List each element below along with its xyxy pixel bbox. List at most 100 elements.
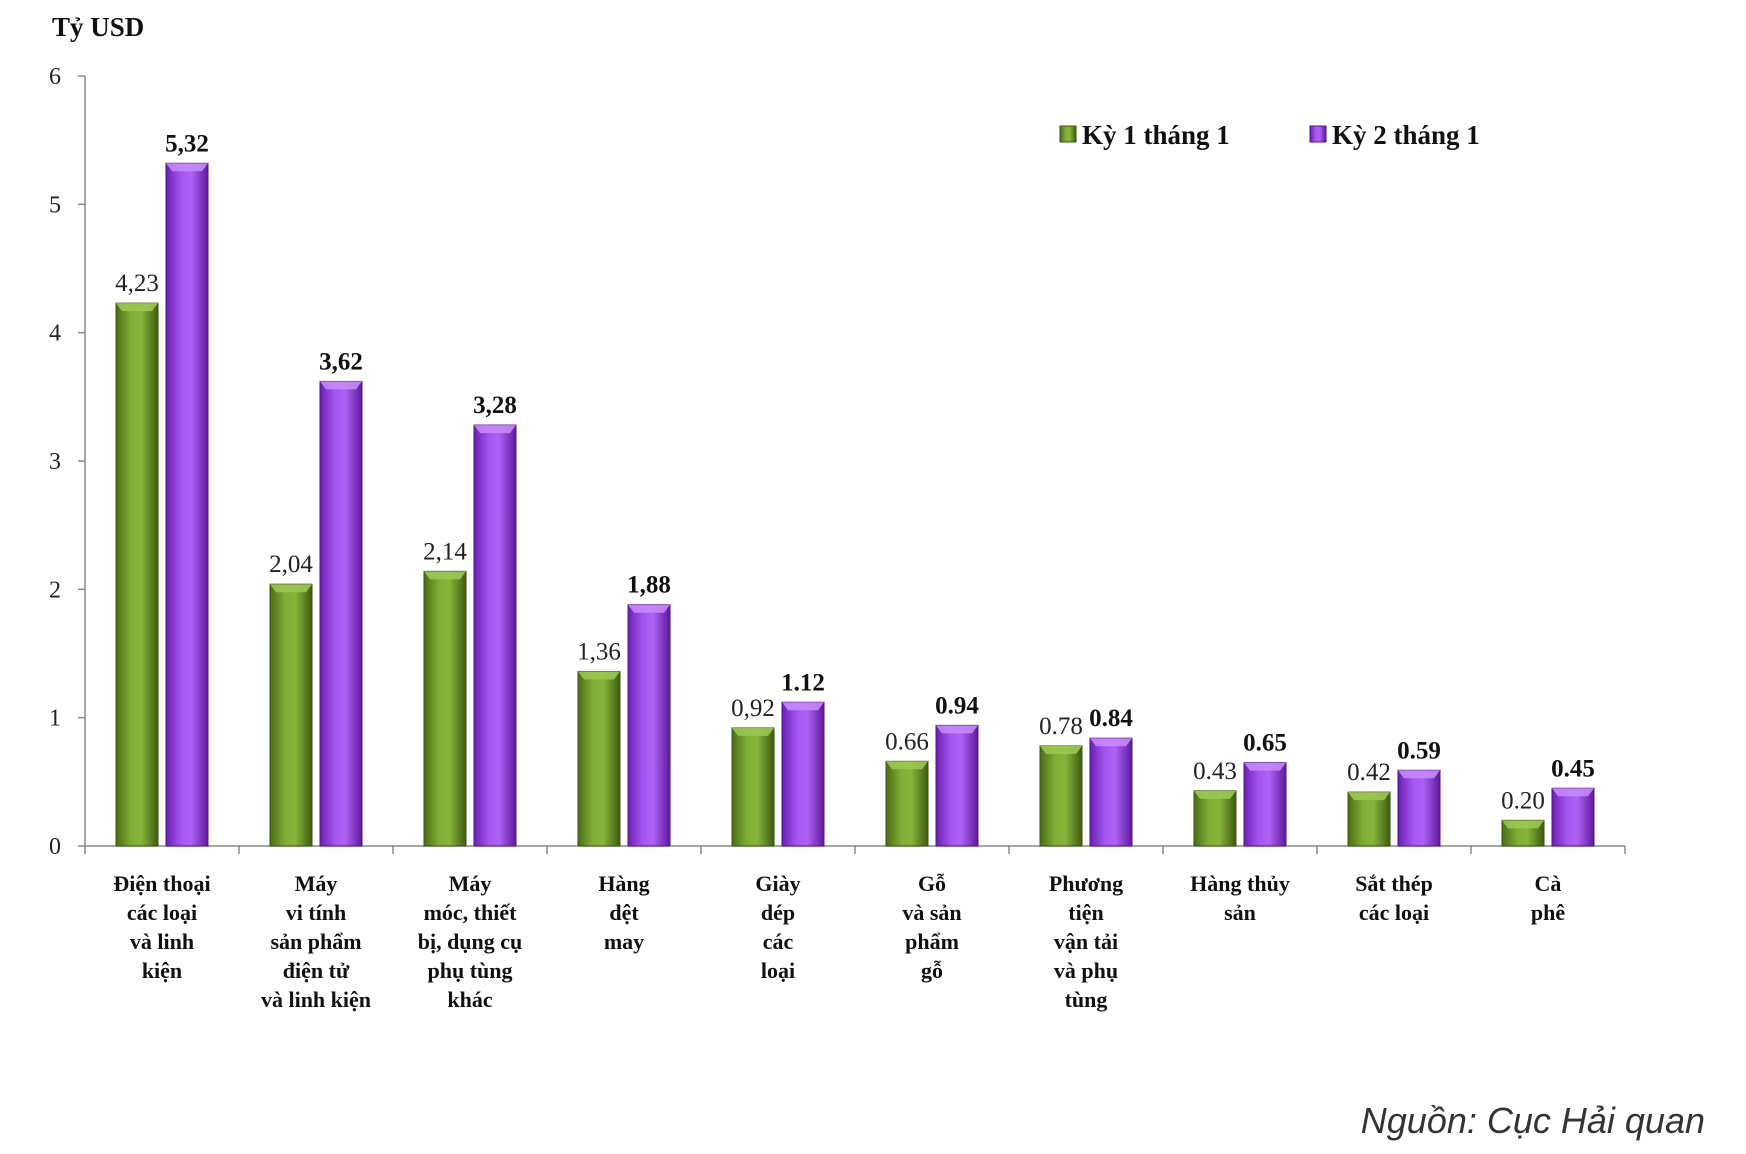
data-label: 2,14	[423, 538, 467, 565]
y-tick-label: 5	[49, 192, 61, 218]
bar-bevel	[1552, 788, 1594, 797]
data-label: 0.84	[1089, 705, 1133, 732]
x-category-label: Hàng	[598, 871, 649, 896]
data-label: 3,28	[473, 392, 517, 419]
x-category-label: các	[763, 929, 794, 954]
bar-bevel	[578, 671, 620, 680]
x-category-label: sản	[1224, 900, 1256, 925]
x-category-label: Hàng thủy	[1190, 871, 1290, 896]
legend-swatch	[1059, 125, 1077, 143]
x-category-label: Máy	[295, 871, 338, 896]
bar-bevel	[1244, 762, 1286, 771]
bar-bevel	[1040, 745, 1082, 754]
x-category-label: và linh kiện	[261, 987, 371, 1012]
y-tick-label: 6	[49, 64, 61, 90]
bar-bevel	[1348, 792, 1390, 801]
data-label: 0.43	[1193, 758, 1237, 785]
bar-series1	[731, 727, 775, 847]
bar-bevel	[474, 425, 516, 434]
data-label: 0.94	[935, 692, 979, 719]
x-category-label: Máy	[449, 871, 492, 896]
x-category-label: gỗ	[921, 958, 943, 983]
bar-series2	[1551, 787, 1595, 847]
x-category-label: Giày	[755, 871, 800, 896]
data-label: 1,88	[627, 572, 671, 599]
x-category-label: Gỗ	[918, 871, 946, 896]
x-category-label: tùng	[1065, 987, 1108, 1012]
data-label: 0.45	[1551, 755, 1595, 782]
bar-bevel	[886, 761, 928, 770]
x-category-label: sản phẩm	[270, 929, 361, 954]
bar-series1	[577, 670, 621, 847]
x-category-label: và phụ	[1054, 958, 1118, 983]
bar-series2	[935, 724, 979, 847]
x-category-label: và sản	[902, 900, 961, 925]
x-category-label: phụ tùng	[427, 958, 512, 983]
data-label: 3,62	[319, 348, 363, 375]
x-category-label: Điện thoại	[113, 871, 210, 896]
x-category-label: móc, thiết	[424, 900, 518, 925]
data-label: 0.42	[1347, 759, 1391, 786]
x-category-label: khác	[447, 987, 492, 1012]
bar-bevel	[270, 584, 312, 593]
bar-bevel	[320, 381, 362, 390]
bar-series1	[115, 302, 159, 847]
x-category-label: vận tải	[1054, 929, 1118, 954]
legend-swatch	[1309, 125, 1327, 143]
y-tick-label: 4	[49, 321, 61, 347]
x-category-label: và linh	[130, 929, 194, 954]
source-note: Nguồn: Cục Hải quan	[1361, 1100, 1705, 1141]
data-label: 5,32	[165, 130, 209, 157]
bar-bevel	[424, 571, 466, 580]
bar-series1	[269, 583, 313, 847]
data-labels: 4,23 5,32 2,04 3,62 2,14 3,28 1,36 1,88 0,921.12…	[115, 130, 1595, 814]
x-category-label: loại	[761, 958, 795, 983]
x-category-label: kiện	[142, 958, 182, 983]
bar-series2	[1397, 769, 1441, 847]
x-category-label: may	[604, 929, 644, 954]
bar-series2	[781, 701, 825, 847]
bar-series2	[319, 380, 363, 847]
bar-bevel	[1398, 770, 1440, 779]
bar-bevel	[936, 725, 978, 734]
x-category-label: bị, dụng cụ	[418, 929, 523, 954]
y-axis-label: Tỷ USD	[52, 12, 144, 42]
data-label: 0.65	[1243, 730, 1287, 757]
x-category-label: vi tính	[286, 900, 347, 925]
data-label: 0.66	[885, 728, 929, 755]
x-category-label: phê	[1531, 900, 1565, 925]
legend-label: Kỳ 1 tháng 1	[1082, 120, 1230, 150]
bar-bevel	[628, 604, 670, 613]
bar-bevel	[782, 702, 824, 711]
data-label: 0.20	[1501, 787, 1545, 814]
data-label: 4,23	[115, 270, 159, 297]
x-category-label: các loại	[1359, 900, 1429, 925]
data-label: 2,04	[269, 551, 313, 578]
data-label: 0,92	[731, 695, 775, 722]
data-label: 0.59	[1397, 737, 1441, 764]
bar-series2	[1089, 737, 1133, 847]
bar-series1	[1193, 790, 1237, 847]
x-category-label: Cà	[1535, 871, 1562, 896]
bar-bevel	[1194, 790, 1236, 799]
x-category-label: Sắt thép	[1355, 871, 1433, 896]
bar-series1	[885, 760, 929, 847]
y-tick-label: 1	[49, 706, 61, 732]
bar-bevel	[1090, 738, 1132, 747]
x-category-label: các loại	[127, 900, 197, 925]
x-category-label: dép	[761, 900, 795, 925]
x-category-label: dệt	[609, 900, 639, 925]
bar-bevel	[732, 727, 774, 736]
y-tick-label: 3	[49, 449, 61, 475]
y-tick-label: 0	[49, 834, 61, 860]
y-tick-label: 2	[49, 577, 61, 603]
data-label: 0.78	[1039, 713, 1083, 740]
bar-series2	[627, 604, 671, 847]
legend-label: Kỳ 2 tháng 1	[1332, 120, 1480, 150]
data-label: 1,36	[577, 638, 621, 665]
x-category-label: điện tử	[283, 958, 350, 983]
legend: Kỳ 1 tháng 1 Kỳ 2 tháng 1	[1059, 120, 1480, 150]
bar-bevel	[166, 163, 208, 172]
x-category-label: tiện	[1068, 900, 1103, 925]
